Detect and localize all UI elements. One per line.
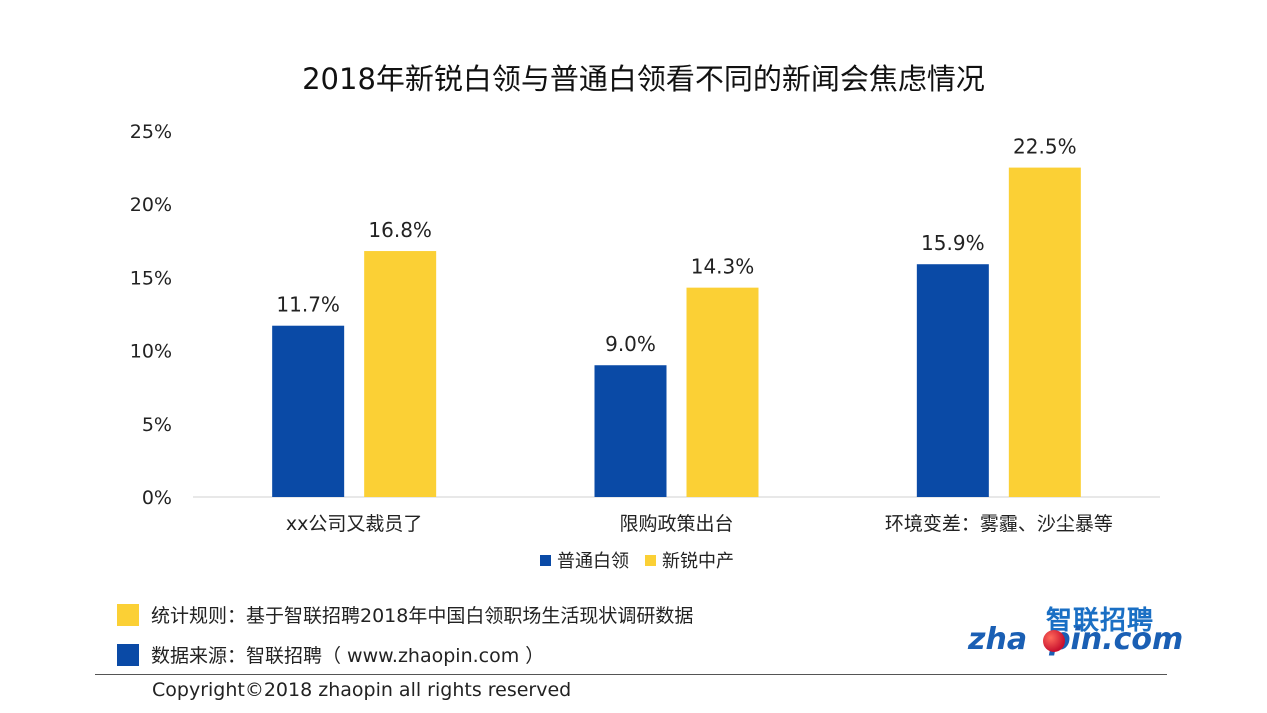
y-tick-label: 0% xyxy=(142,487,172,509)
logo-ball-icon xyxy=(1043,630,1065,652)
zhaopin-logo: 智联招聘 zha pin.com xyxy=(968,600,1183,660)
chart-title: 2018年新锐白领与普通白领看不同的新闻会焦虑情况 xyxy=(302,62,985,96)
y-axis-ticks: 0% 5% 10% 15% 20% 25% xyxy=(130,121,172,509)
x-tick-label: 限购政策出台 xyxy=(619,513,733,535)
bar xyxy=(686,287,759,497)
y-tick-label: 10% xyxy=(130,341,172,363)
bar xyxy=(272,325,345,497)
note-statistics-rule: 统计规则：基于智联招聘2018年中国白领职场生活现状调研数据 xyxy=(117,601,693,628)
logo-english-text: zha pin.com xyxy=(968,622,1183,657)
legend-swatch xyxy=(540,554,551,566)
x-tick-label: 环境变差：雾霾、沙尘暴等 xyxy=(885,513,1113,535)
logo-en-right: pin.com xyxy=(1049,622,1184,657)
legend: 普通白领 新锐中产 xyxy=(540,548,750,572)
legend-label: 新锐中产 xyxy=(662,551,734,572)
bar xyxy=(916,264,989,497)
note-source-text: 数据来源：智联招聘（ www.zhaopin.com ） xyxy=(151,645,545,667)
bar xyxy=(1008,167,1081,497)
data-label: 14.3% xyxy=(691,255,755,279)
bars-group xyxy=(272,167,1081,497)
note-source-swatch xyxy=(117,643,139,666)
legend-item: 普通白领 xyxy=(540,547,629,573)
data-label: 11.7% xyxy=(276,293,340,317)
y-tick-label: 15% xyxy=(130,267,172,289)
x-axis-labels: xx公司又裁员了 限购政策出台 环境变差：雾霾、沙尘暴等 xyxy=(286,513,1113,535)
legend-item: 新锐中产 xyxy=(645,547,734,573)
copyright-text: Copyright©2018 zhaopin all rights reserv… xyxy=(152,679,572,701)
bar xyxy=(364,251,437,497)
bar xyxy=(594,365,667,497)
data-labels-group: 11.7% 16.8% 9.0% 14.3% 15.9% 22.5% xyxy=(276,135,1076,357)
data-label: 16.8% xyxy=(368,218,432,242)
logo-en-left: zha xyxy=(968,622,1028,657)
note-rule-swatch xyxy=(117,603,139,626)
y-tick-label: 25% xyxy=(130,121,172,143)
note-rule-text: 统计规则：基于智联招聘2018年中国白领职场生活现状调研数据 xyxy=(151,605,694,627)
x-tick-label: xx公司又裁员了 xyxy=(286,513,423,535)
y-tick-label: 5% xyxy=(142,414,172,436)
legend-label: 普通白领 xyxy=(557,551,629,572)
data-label: 9.0% xyxy=(605,332,656,356)
legend-swatch xyxy=(645,554,656,566)
footer-divider xyxy=(95,674,1167,675)
y-tick-label: 20% xyxy=(130,194,172,216)
logo-chinese-text: 智联招聘 xyxy=(1046,606,1155,636)
data-label: 22.5% xyxy=(1013,135,1077,159)
data-label: 15.9% xyxy=(921,231,985,255)
note-data-source: 数据来源：智联招聘（ www.zhaopin.com ） xyxy=(117,641,544,668)
